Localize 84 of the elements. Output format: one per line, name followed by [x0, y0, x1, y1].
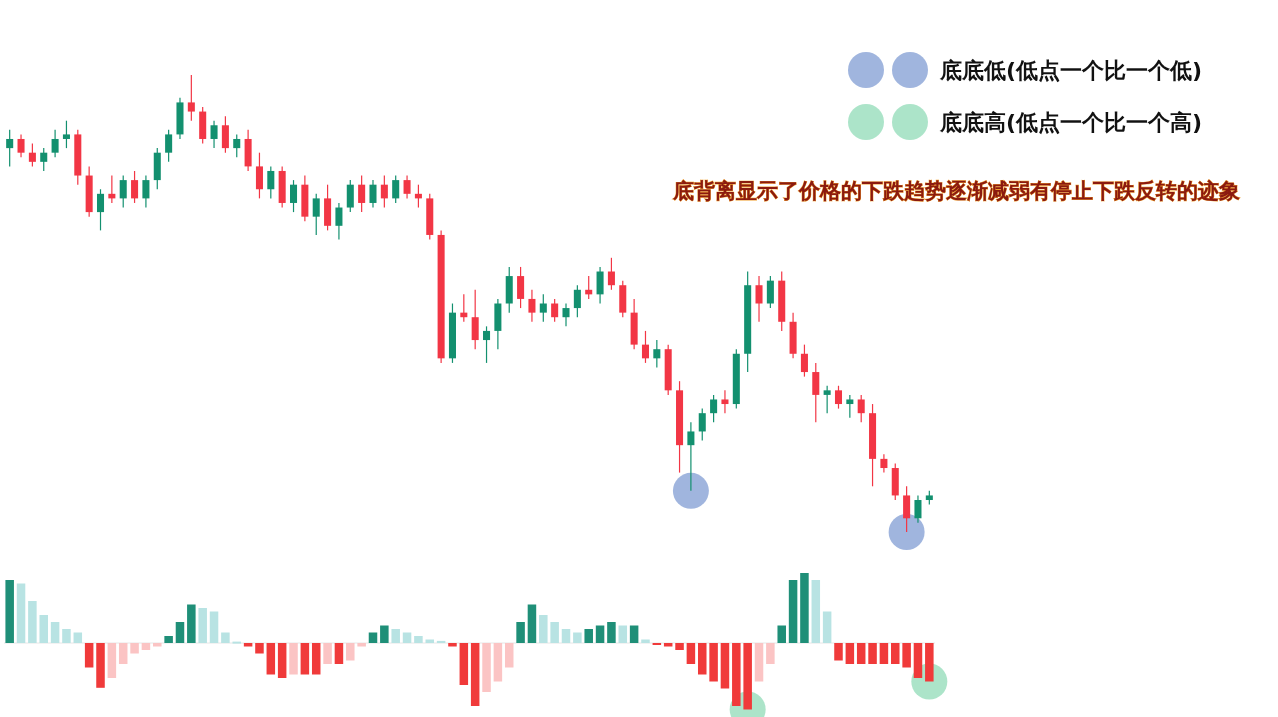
bar	[788, 580, 798, 643]
bar	[96, 643, 105, 688]
bar	[856, 643, 866, 664]
bar	[595, 625, 605, 643]
bar	[84, 643, 94, 668]
bar	[800, 573, 809, 643]
bar	[391, 629, 400, 643]
bar	[573, 632, 582, 643]
bar	[868, 643, 877, 664]
bar	[346, 643, 355, 661]
legend-item: 底底高(低点一个比一个高)	[848, 104, 1203, 140]
bar	[62, 629, 71, 643]
bar	[5, 580, 14, 643]
bar	[482, 643, 491, 692]
annotation: 底背离显示了价格的下跌趋势逐渐减弱有停止下跌反转的迹象	[672, 179, 1240, 203]
bar	[686, 643, 696, 664]
bar	[448, 643, 457, 647]
bar	[550, 622, 559, 643]
bar	[107, 643, 117, 678]
legend-label: 底底高(低点一个比一个高)	[939, 110, 1203, 135]
bar	[175, 622, 185, 643]
bar	[561, 629, 571, 643]
bar	[663, 643, 673, 647]
bar	[732, 643, 741, 706]
bar	[743, 643, 752, 710]
bar	[879, 643, 889, 664]
bar	[289, 643, 298, 675]
bar	[50, 622, 60, 643]
bar	[629, 625, 639, 643]
bar	[641, 639, 650, 643]
bar	[459, 643, 469, 685]
bar	[187, 604, 196, 643]
bar	[516, 622, 525, 643]
bar	[811, 580, 821, 643]
bar	[311, 643, 321, 675]
bar	[198, 608, 207, 643]
bar	[255, 643, 264, 654]
bar	[902, 643, 911, 668]
bar	[402, 632, 412, 643]
bar	[697, 643, 707, 675]
bar	[470, 643, 480, 706]
bar	[16, 583, 26, 643]
bar	[607, 622, 616, 643]
bar	[323, 643, 332, 664]
bar	[118, 643, 128, 664]
bar	[130, 643, 139, 654]
bar	[754, 643, 764, 682]
bar	[834, 643, 843, 661]
bar	[766, 643, 775, 664]
bar	[141, 643, 151, 650]
bar	[891, 643, 900, 664]
bar	[39, 615, 48, 643]
legend-label: 底底低(低点一个比一个低)	[939, 58, 1203, 83]
bar	[414, 636, 423, 643]
bar	[73, 632, 83, 643]
bar	[493, 643, 503, 682]
bar	[357, 643, 366, 647]
bar	[221, 632, 230, 643]
bar	[380, 625, 389, 643]
bar	[504, 643, 514, 668]
bar	[243, 643, 253, 647]
bar	[720, 643, 730, 689]
bar	[164, 636, 173, 643]
bar	[777, 625, 786, 643]
bar	[675, 643, 684, 650]
bar	[709, 643, 718, 682]
bar	[925, 643, 934, 682]
legend-item: 底底低(低点一个比一个低)	[848, 52, 1203, 88]
bar	[584, 629, 593, 643]
bar	[28, 601, 37, 643]
bar	[266, 643, 276, 675]
bar	[845, 643, 855, 664]
bar	[153, 643, 162, 647]
bar	[822, 611, 832, 643]
bar	[539, 615, 548, 643]
bar	[527, 604, 537, 643]
bar	[913, 643, 923, 678]
bar	[368, 632, 378, 643]
bar	[618, 625, 628, 643]
bar	[300, 643, 310, 675]
bar	[277, 643, 287, 678]
bar	[334, 643, 344, 664]
bar	[232, 641, 242, 644]
bar	[209, 611, 219, 643]
